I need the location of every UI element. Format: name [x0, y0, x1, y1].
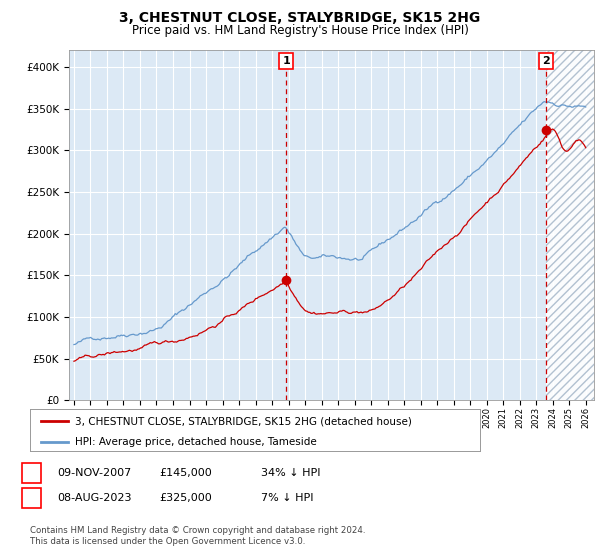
Text: 2: 2 [28, 493, 35, 503]
Text: 3, CHESTNUT CLOSE, STALYBRIDGE, SK15 2HG (detached house): 3, CHESTNUT CLOSE, STALYBRIDGE, SK15 2HG… [75, 417, 412, 426]
Text: £145,000: £145,000 [159, 468, 212, 478]
Text: 1: 1 [283, 55, 290, 66]
Text: Contains HM Land Registry data © Crown copyright and database right 2024.
This d: Contains HM Land Registry data © Crown c… [30, 526, 365, 546]
Text: 08-AUG-2023: 08-AUG-2023 [57, 493, 131, 503]
Text: 7% ↓ HPI: 7% ↓ HPI [261, 493, 314, 503]
Text: 09-NOV-2007: 09-NOV-2007 [57, 468, 131, 478]
Bar [546, 50, 594, 400]
Text: 3, CHESTNUT CLOSE, STALYBRIDGE, SK15 2HG: 3, CHESTNUT CLOSE, STALYBRIDGE, SK15 2HG [119, 11, 481, 25]
Text: Price paid vs. HM Land Registry's House Price Index (HPI): Price paid vs. HM Land Registry's House … [131, 24, 469, 37]
Text: £325,000: £325,000 [159, 493, 212, 503]
Text: 1: 1 [28, 468, 35, 478]
Text: HPI: Average price, detached house, Tameside: HPI: Average price, detached house, Tame… [75, 437, 317, 446]
Text: 34% ↓ HPI: 34% ↓ HPI [261, 468, 320, 478]
Text: 2: 2 [542, 55, 550, 66]
